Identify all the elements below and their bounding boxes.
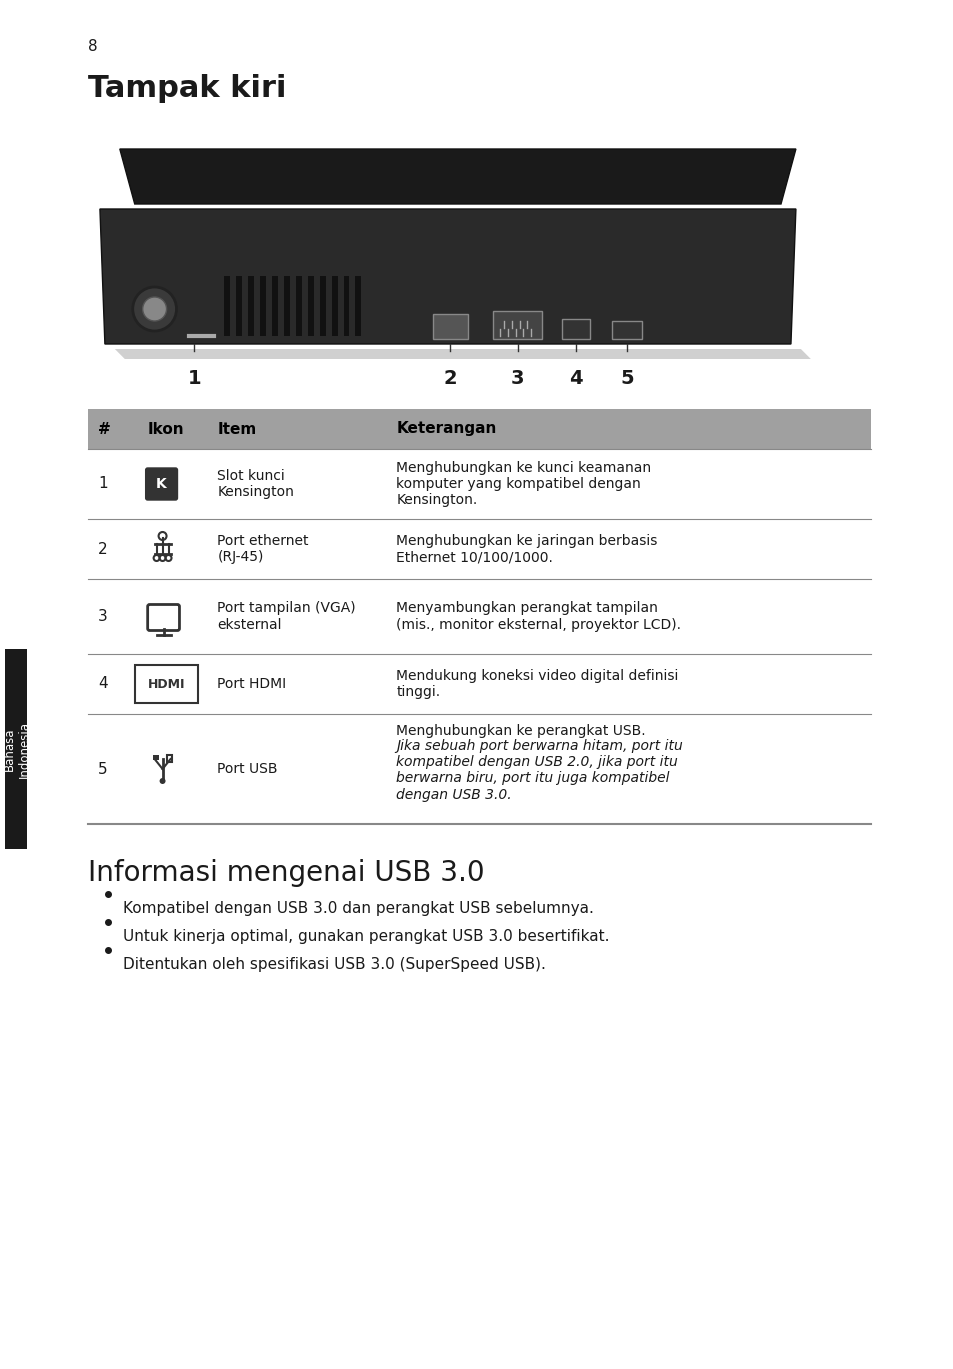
FancyBboxPatch shape xyxy=(146,468,177,500)
Bar xyxy=(295,277,301,335)
Text: 2: 2 xyxy=(442,370,456,387)
Text: Port HDMI: Port HDMI xyxy=(217,678,286,691)
Bar xyxy=(343,277,349,335)
Text: Item: Item xyxy=(217,422,256,437)
Text: #: # xyxy=(98,422,111,437)
Bar xyxy=(6,649,28,849)
Text: Kompatibel dengan USB 3.0 dan perangkat USB sebelumnya.: Kompatibel dengan USB 3.0 dan perangkat … xyxy=(123,901,593,916)
Bar xyxy=(319,277,325,335)
Text: Jika sebuah port berwarna hitam, port itu
kompatibel dengan USB 2.0, jika port i: Jika sebuah port berwarna hitam, port it… xyxy=(395,739,682,802)
Bar xyxy=(236,277,242,335)
Bar xyxy=(561,319,590,340)
Bar xyxy=(260,277,266,335)
Text: 4: 4 xyxy=(98,676,108,691)
Bar xyxy=(248,277,253,335)
Polygon shape xyxy=(114,349,810,359)
Text: 3: 3 xyxy=(510,370,524,387)
Bar xyxy=(355,277,361,335)
Text: 2: 2 xyxy=(98,542,108,557)
Text: Port tampilan (VGA)
eksternal: Port tampilan (VGA) eksternal xyxy=(217,601,355,631)
Bar xyxy=(272,277,277,335)
Text: Menghubungkan ke perangkat USB.: Menghubungkan ke perangkat USB. xyxy=(395,724,645,738)
Text: Tampak kiri: Tampak kiri xyxy=(88,74,286,103)
Circle shape xyxy=(143,297,167,320)
Text: Menghubungkan ke jaringan berbasis
Ethernet 10/100/1000.: Menghubungkan ke jaringan berbasis Ether… xyxy=(395,534,657,564)
Circle shape xyxy=(159,778,166,784)
Text: Port USB: Port USB xyxy=(217,763,277,776)
Text: Slot kunci
Kensington: Slot kunci Kensington xyxy=(217,470,294,500)
Polygon shape xyxy=(100,209,795,344)
Text: 5: 5 xyxy=(98,761,108,776)
Text: HDMI: HDMI xyxy=(148,678,185,690)
Text: Mendukung koneksi video digital definisi
tinggi.: Mendukung koneksi video digital definisi… xyxy=(395,669,678,700)
Text: 3: 3 xyxy=(98,609,108,624)
Text: Ikon: Ikon xyxy=(148,422,184,437)
Bar xyxy=(152,754,158,760)
Text: 1: 1 xyxy=(98,476,108,491)
Text: Informasi mengenai USB 3.0: Informasi mengenai USB 3.0 xyxy=(88,858,484,887)
Text: Ditentukan oleh spesifikasi USB 3.0 (SuperSpeed USB).: Ditentukan oleh spesifikasi USB 3.0 (Sup… xyxy=(123,957,545,972)
Text: 5: 5 xyxy=(619,370,633,387)
Bar xyxy=(611,320,641,340)
Text: Port ethernet
(RJ-45): Port ethernet (RJ-45) xyxy=(217,534,309,564)
Bar xyxy=(433,314,467,340)
Bar xyxy=(167,754,172,763)
Bar xyxy=(224,277,230,335)
Polygon shape xyxy=(120,149,795,204)
Text: K: K xyxy=(156,476,167,491)
Bar xyxy=(284,277,290,335)
Circle shape xyxy=(132,287,176,331)
Bar xyxy=(332,277,337,335)
Text: Keterangan: Keterangan xyxy=(395,422,497,437)
Text: Menghubungkan ke kunci keamanan
komputer yang kompatibel dengan
Kensington.: Menghubungkan ke kunci keamanan komputer… xyxy=(395,461,651,507)
Bar xyxy=(88,409,870,449)
Text: Menyambungkan perangkat tampilan
(mis., monitor eksternal, proyektor LCD).: Menyambungkan perangkat tampilan (mis., … xyxy=(395,601,680,631)
Text: 8: 8 xyxy=(88,38,97,53)
Bar xyxy=(492,311,542,340)
Text: Untuk kinerja optimal, gunakan perangkat USB 3.0 besertifikat.: Untuk kinerja optimal, gunakan perangkat… xyxy=(123,930,609,945)
Text: 4: 4 xyxy=(569,370,582,387)
Text: Bahasa
Indonesia: Bahasa Indonesia xyxy=(3,720,30,778)
Text: 1: 1 xyxy=(188,370,201,387)
Bar xyxy=(308,277,314,335)
